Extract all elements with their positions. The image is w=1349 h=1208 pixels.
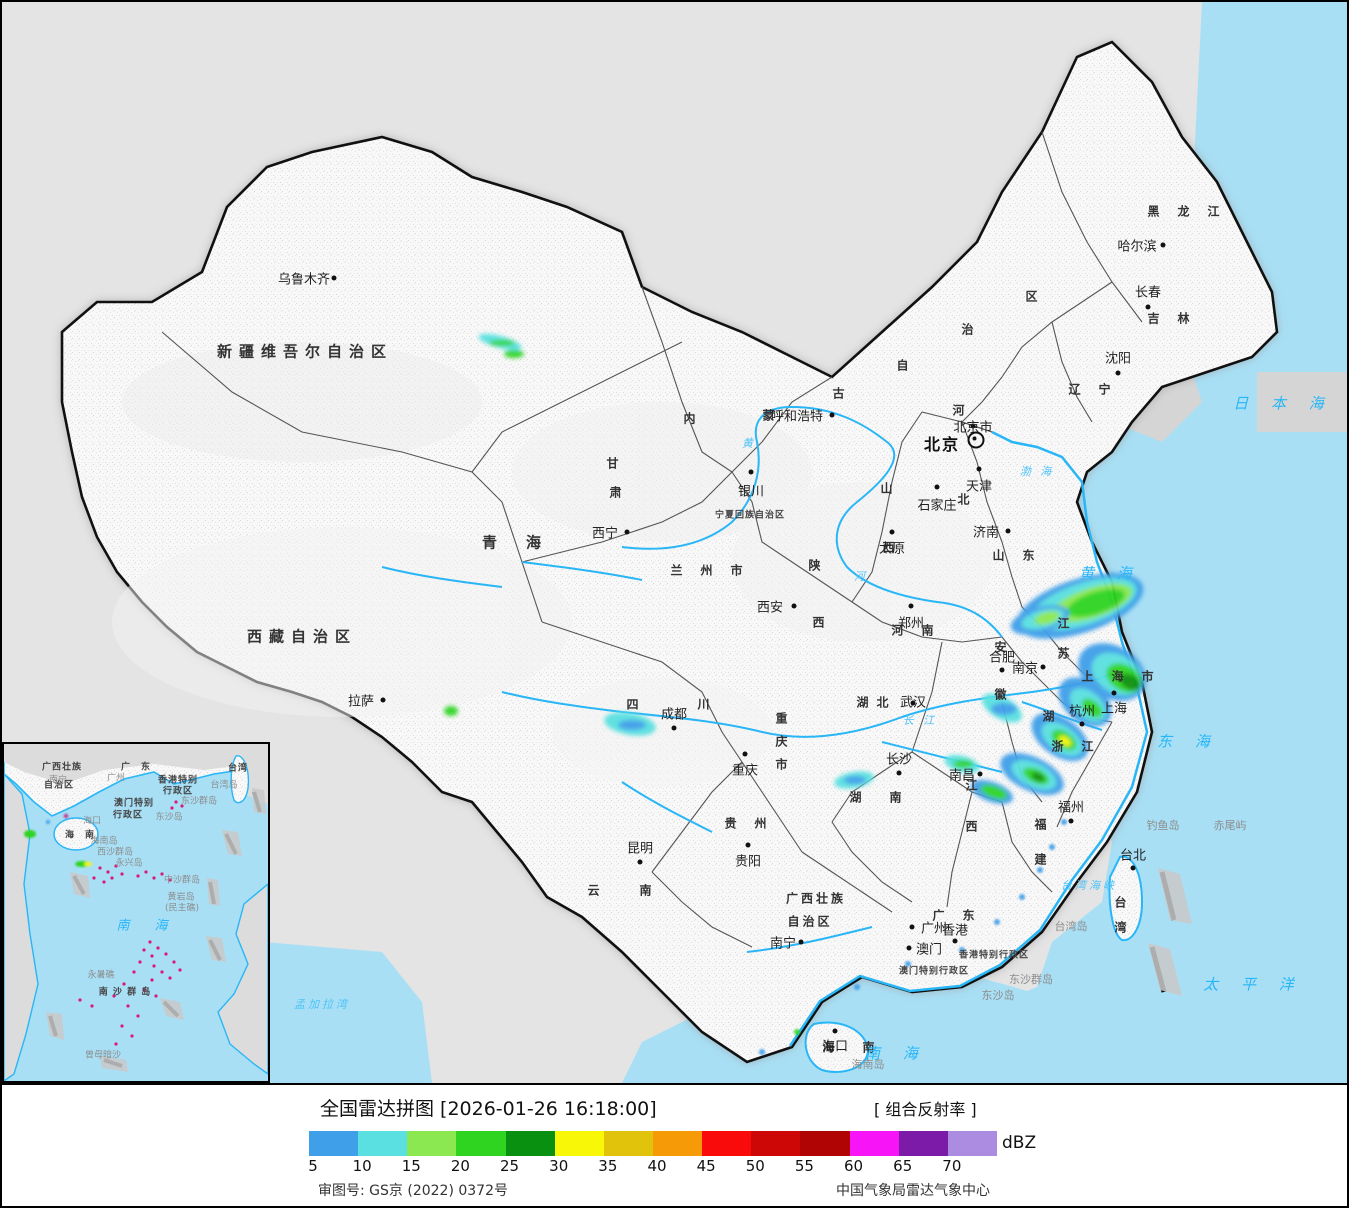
- dbz-tick-labels: 5 10 15 20 25 30 35 40 45 50 55 60 65 70: [308, 1157, 997, 1177]
- city-marker-dot: [906, 945, 912, 951]
- dbz-color-segment: [898, 1131, 948, 1156]
- city-marker-dot: [742, 751, 748, 757]
- city-marker-dot: [952, 938, 958, 944]
- city-marker-dot: [934, 484, 940, 490]
- city-marker-dot: [1111, 690, 1117, 696]
- dbz-tick-label: 50: [745, 1157, 765, 1175]
- city-marker-dot: [798, 939, 804, 945]
- legend-title: 全国雷达拼图 [2026-01-26 16:18:00]: [320, 1098, 657, 1120]
- dbz-color-segment: [800, 1131, 850, 1156]
- city-marker-dot: [832, 1028, 838, 1034]
- city-marker-dot: [671, 725, 677, 731]
- dbz-tick-label: 40: [647, 1157, 667, 1175]
- legend-title-row: 全国雷达拼图 [2026-01-26 16:18:00] [ 组合反射率 ]: [2, 1094, 1347, 1120]
- dbz-tick-label: 10: [352, 1157, 372, 1175]
- coastal-echo-speckle: [759, 819, 1067, 1055]
- dbz-color-segment: [849, 1131, 899, 1156]
- dbz-tick-label: 65: [893, 1157, 913, 1175]
- city-marker-dot: [976, 466, 982, 472]
- dbz-tick-label: 70: [942, 1157, 962, 1175]
- city-marker-dot: [910, 700, 916, 706]
- coastline: [788, 430, 1149, 1047]
- dbz-tick-label: 55: [794, 1157, 814, 1175]
- dbz-tick-label: 15: [401, 1157, 421, 1175]
- dbz-color-segment: [358, 1131, 408, 1156]
- dbz-color-segment: [947, 1131, 997, 1156]
- city-marker-dot: [999, 667, 1005, 673]
- main-map-panel[interactable]: 新疆维吾尔自治区 西藏自治区青 海甘肃内蒙古自治区宁夏回族自治区兰 州 市陕西山西…: [0, 0, 1349, 1085]
- city-marker-dot: [1130, 865, 1136, 871]
- dbz-tick-label: 20: [450, 1157, 470, 1175]
- south-china-sea-inset-map[interactable]: 广西壮族 自治区 南宁广 东广州 台湾 台湾岛 香港特别 行政区 澳门特别 行政区 东沙群岛 东沙岛…: [2, 742, 270, 1083]
- taiwan-island: [1108, 855, 1144, 942]
- dbz-color-segment: [407, 1131, 457, 1156]
- beijing-capital-marker: [967, 431, 985, 449]
- rivers: [381, 405, 1113, 953]
- dbz-tick-label: 25: [500, 1157, 520, 1175]
- terrain-shading: [112, 342, 992, 787]
- dbz-tick-label: 45: [696, 1157, 716, 1175]
- city-marker-dot: [791, 603, 797, 609]
- dbz-color-segment: [652, 1131, 703, 1156]
- city-marker-dot: [909, 924, 915, 930]
- hainan-island: [804, 1021, 870, 1073]
- city-marker-dot: [331, 275, 337, 281]
- dbz-tick-label: 5: [308, 1157, 318, 1175]
- city-marker-dot: [1145, 304, 1151, 310]
- city-marker-dot: [748, 469, 754, 475]
- dbz-unit-label: dBZ: [1002, 1133, 1037, 1153]
- dbz-tick-label: 30: [549, 1157, 569, 1175]
- city-marker-dot: [745, 842, 751, 848]
- dbz-color-bar: [309, 1131, 997, 1156]
- dbz-color-segment: [505, 1131, 555, 1156]
- city-marker-dot: [908, 603, 914, 609]
- city-marker-dot: [1079, 721, 1085, 727]
- map-approval-number: 审图号: GS京 (2022) 0372号: [318, 1183, 508, 1199]
- dbz-color-segment: [554, 1131, 604, 1156]
- city-marker-dot: [829, 412, 835, 418]
- city-marker-dot: [637, 859, 643, 865]
- city-marker-dot: [977, 771, 983, 777]
- inset-graphic: [4, 744, 268, 1081]
- city-marker-dot: [624, 529, 630, 535]
- dbz-tick-label: 60: [844, 1157, 864, 1175]
- city-marker-dot: [1160, 242, 1166, 248]
- dbz-color-segment: [702, 1131, 752, 1156]
- city-marker-dot: [1005, 528, 1011, 534]
- city-marker-dot: [1068, 818, 1074, 824]
- city-marker-dot: [889, 529, 895, 535]
- map-graphic: [2, 2, 1347, 1083]
- city-marker-dot: [1040, 664, 1046, 670]
- radar-echo-layer: [444, 333, 1146, 805]
- issuing-agency: 中国气象局雷达气象中心: [836, 1183, 990, 1199]
- dbz-color-segment: [751, 1131, 801, 1156]
- dbz-tick-label: 35: [598, 1157, 618, 1175]
- dbz-color-segment: [456, 1131, 506, 1156]
- city-marker-dot: [896, 770, 902, 776]
- dbz-color-segment: [309, 1131, 359, 1156]
- dbz-color-segment: [603, 1131, 653, 1156]
- city-marker-dot: [380, 697, 386, 703]
- city-marker-dot: [1115, 370, 1121, 376]
- city-marker-dot: [970, 423, 976, 429]
- legend-product-label: [ 组合反射率 ]: [874, 1100, 977, 1119]
